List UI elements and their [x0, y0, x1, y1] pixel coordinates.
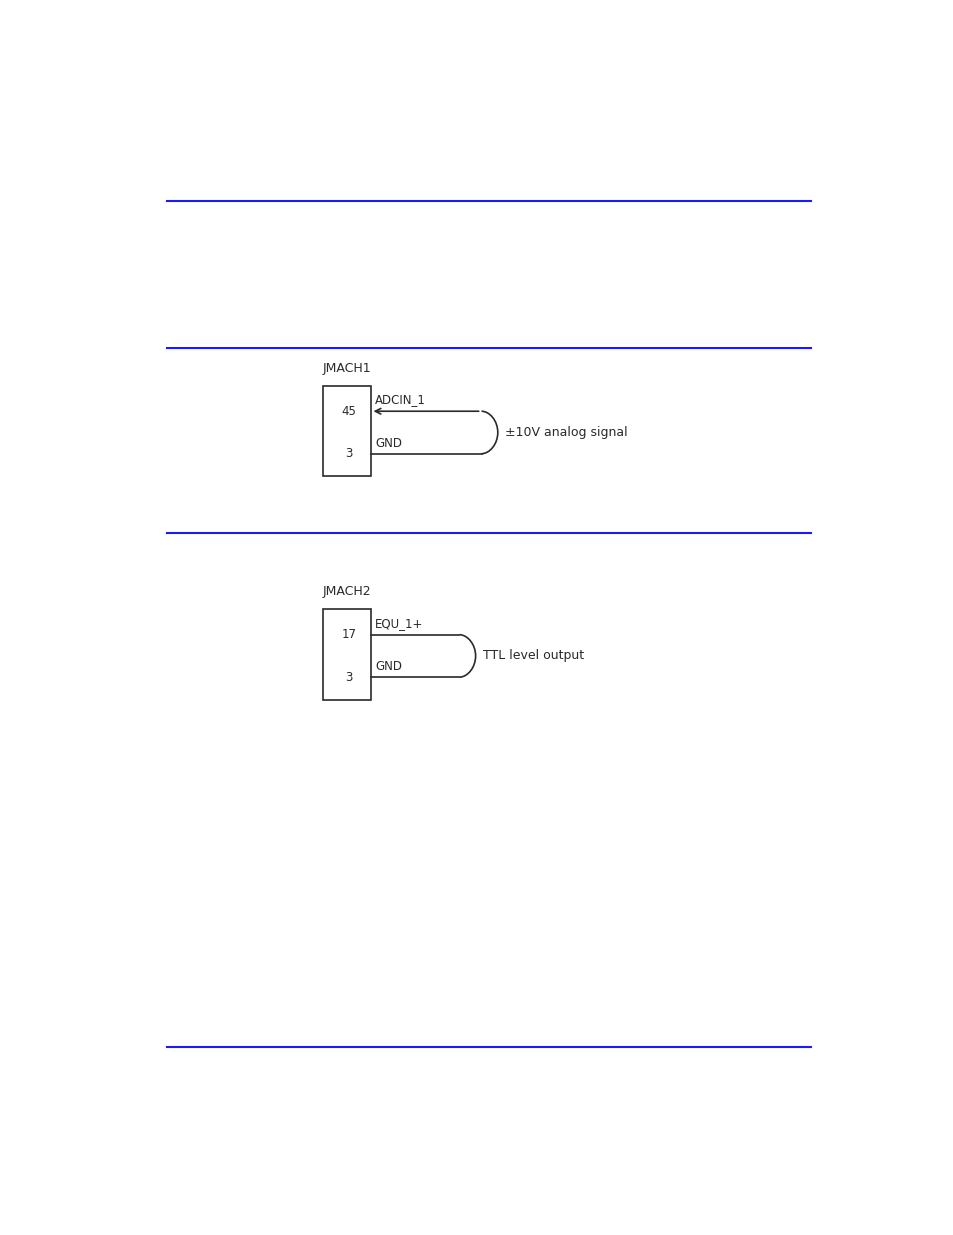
Bar — [322, 385, 370, 477]
Text: 3: 3 — [345, 671, 353, 684]
Text: EQU_1+: EQU_1+ — [375, 618, 423, 630]
Text: ±10V analog signal: ±10V analog signal — [505, 426, 627, 438]
Text: TTL level output: TTL level output — [482, 650, 583, 662]
Bar — [322, 609, 370, 700]
Text: ADCIN_1: ADCIN_1 — [375, 394, 425, 406]
Text: 45: 45 — [341, 405, 356, 417]
Text: GND: GND — [375, 661, 401, 673]
Text: GND: GND — [375, 437, 401, 450]
Text: 17: 17 — [341, 629, 356, 641]
Text: 3: 3 — [345, 447, 353, 461]
Text: JMACH1: JMACH1 — [322, 362, 371, 374]
Text: JMACH2: JMACH2 — [322, 585, 371, 598]
